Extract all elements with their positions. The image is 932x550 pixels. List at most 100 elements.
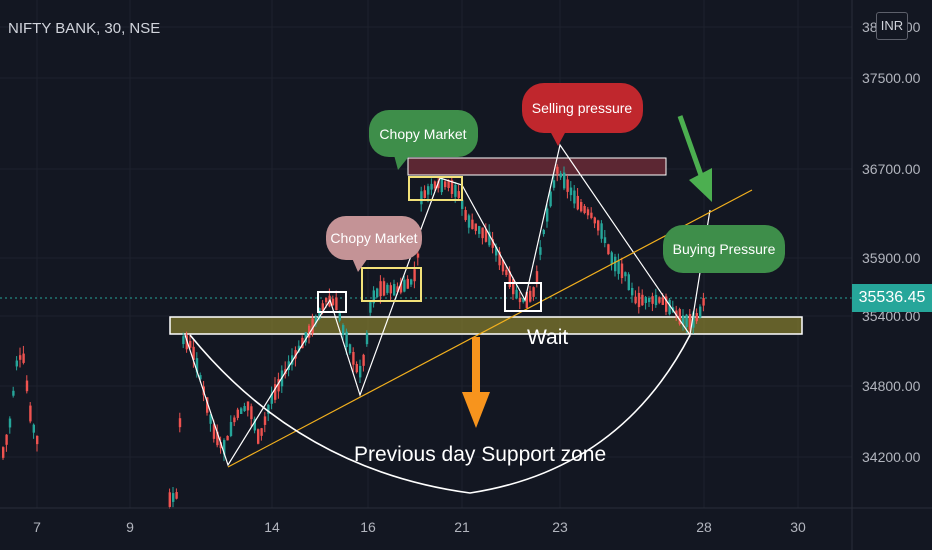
candle-body [617,260,620,274]
candle-body [36,435,39,445]
candle-body [257,429,260,444]
candle-body [665,296,668,312]
candle-body [481,227,484,239]
candle-body [5,434,8,445]
candle-body [583,205,586,214]
candle-body [624,272,627,277]
candle-body [291,355,294,365]
candle-body [593,217,596,224]
candle-body [172,493,175,502]
candle-body [610,252,613,265]
candle-body [518,297,522,303]
candle-body [474,223,477,231]
green-down-arrow [677,115,712,202]
candle-body [410,279,413,285]
candle-body [556,166,559,174]
candle-body [590,212,593,218]
candle-body [416,253,420,258]
candle-body [365,332,369,345]
support-zone-label: Previous day Support zone [354,443,606,466]
candle-body [491,239,494,248]
candle-body [396,286,399,293]
candle-body [267,404,270,414]
candle-body [566,179,569,192]
candle-body [495,246,498,256]
candle-body [512,278,515,295]
candle-body [539,247,542,255]
candle-body [614,256,617,272]
candle-body [270,393,273,404]
candle-body [403,279,406,292]
candle-body [294,350,297,359]
candle-body [12,390,15,396]
currency-badge[interactable]: INR [876,12,908,40]
candle-body [505,269,508,275]
candle-body [447,180,450,189]
chopy-box-1 [361,267,422,302]
price-tick-label: 35400.00 [862,308,921,324]
time-tick-label: 21 [454,519,470,535]
candle-body [212,424,216,439]
candle-body [229,422,233,436]
candle-body [32,424,35,433]
candle-body [362,354,365,366]
candle-body [651,296,654,304]
price-axis[interactable]: 38300.0037500.0036700.0035900.0035400.00… [862,19,921,465]
candle-body [182,336,185,345]
candle-body [168,492,171,507]
candle-body [219,442,222,449]
candle-body [637,292,641,308]
resistance-zone-band [407,157,667,176]
candle-body [457,191,460,199]
last-price-tag: 35536.45 [852,284,932,312]
candle-body [195,358,199,373]
orange-down-arrow [462,337,490,428]
candle-body [529,290,532,302]
candle-body [216,431,219,446]
candle-body [549,191,552,207]
candle-body [372,290,375,304]
svg-text:Selling pressure: Selling pressure [532,100,633,116]
candle-body [209,414,212,424]
candle-body [525,292,528,308]
candle-body [8,418,12,428]
candle-body [240,408,243,414]
candle-body [461,199,464,209]
candle-body [437,181,440,189]
candle-body [335,297,338,311]
candle-body [274,384,277,400]
candle-body [297,345,301,352]
time-axis[interactable]: 7 9 14 16 21 23 28 30 [33,519,806,535]
candle-body [277,378,280,392]
candle-body [29,405,32,422]
candle-body [175,492,178,499]
time-tick-label: 30 [790,519,806,535]
support-zone-band [169,316,803,335]
candle-body [654,294,658,306]
candle-body [382,281,386,296]
candle-body [603,237,607,244]
candle-body [648,297,651,303]
time-tick-label: 28 [696,519,712,535]
candle-body [25,380,29,392]
candle-body [573,190,576,204]
candle-body [535,271,539,282]
candle-body [600,223,603,239]
candle-body [15,360,18,367]
candle-body [399,282,403,293]
candle-body [206,397,209,413]
candle-body [695,313,698,322]
candle-body [19,355,22,360]
candles [2,164,705,509]
candle-body [454,184,457,197]
candle-body [393,284,396,296]
candle-body [580,202,583,212]
candle-body [501,259,505,272]
cup-arc [189,334,691,494]
candle-body [243,406,246,412]
candle-body [233,417,236,423]
candle-body [2,447,5,458]
candle-body [450,180,454,194]
candle-body [321,303,324,311]
